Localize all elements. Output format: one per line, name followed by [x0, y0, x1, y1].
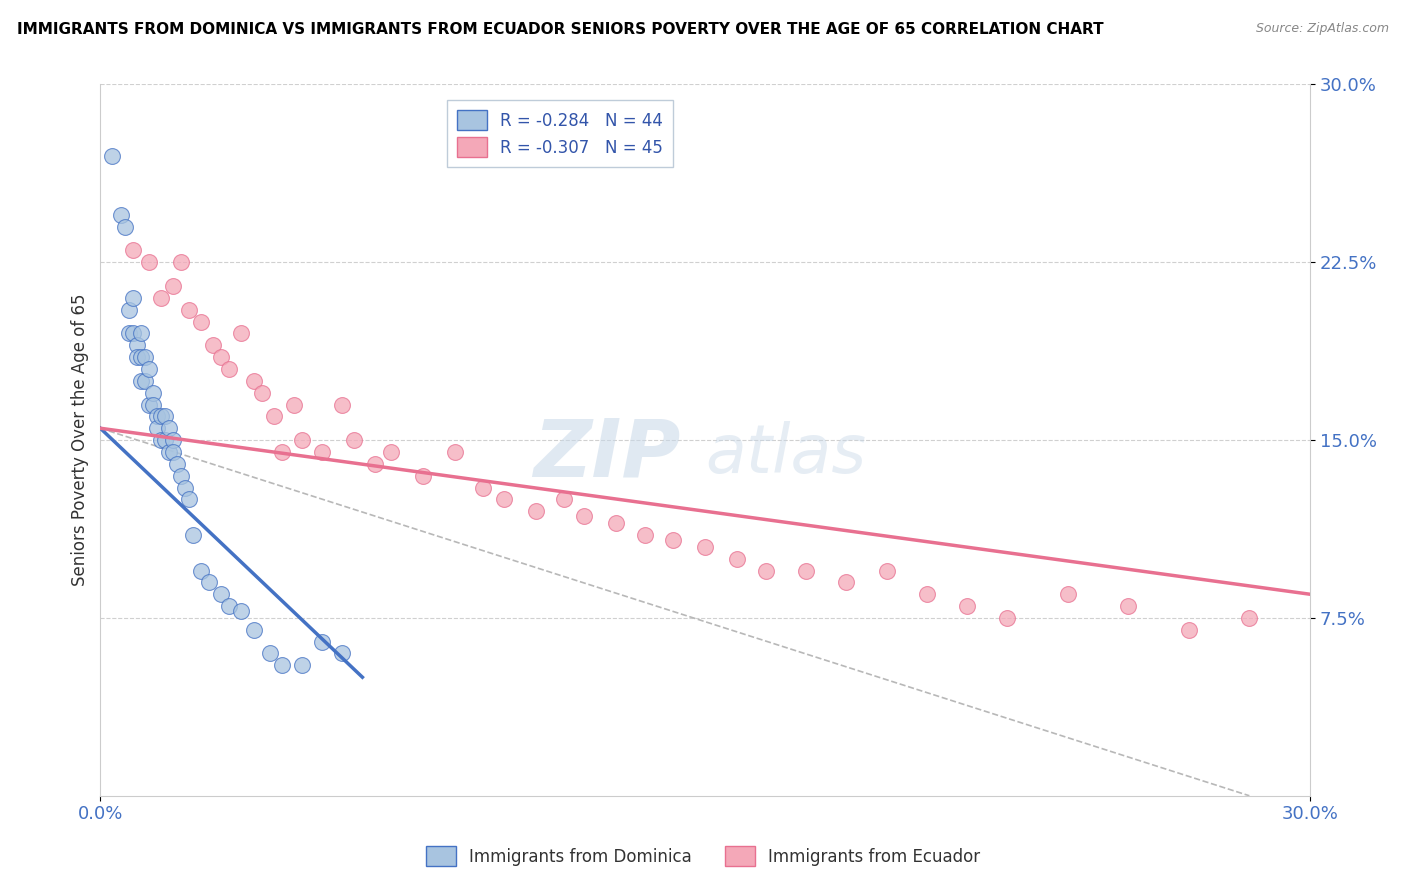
Point: [101, 148, 124, 162]
Point: [162, 433, 184, 447]
Point: [157, 421, 180, 435]
Point: [190, 314, 212, 328]
Point: [291, 433, 314, 447]
Legend: R = -0.284   N = 44, R = -0.307   N = 45: R = -0.284 N = 44, R = -0.307 N = 45: [447, 100, 673, 167]
Point: [997, 611, 1019, 625]
Point: [693, 540, 716, 554]
Point: [138, 255, 160, 269]
Point: [1057, 587, 1080, 601]
Point: [311, 445, 333, 459]
Point: [153, 433, 176, 447]
Point: [121, 291, 143, 305]
Point: [209, 587, 232, 601]
Point: [149, 291, 172, 305]
Point: [633, 528, 655, 542]
Point: [114, 219, 136, 234]
Point: [270, 658, 292, 673]
Text: ZIP: ZIP: [533, 416, 681, 493]
Point: [311, 634, 333, 648]
Point: [1239, 611, 1261, 625]
Point: [915, 587, 938, 601]
Point: [138, 398, 160, 412]
Point: [190, 564, 212, 578]
Point: [250, 385, 273, 400]
Point: [166, 457, 188, 471]
Point: [472, 481, 495, 495]
Point: [153, 409, 176, 424]
Point: [725, 551, 748, 566]
Point: [149, 409, 172, 424]
Point: [662, 533, 685, 547]
Point: [263, 409, 285, 424]
Point: [138, 362, 160, 376]
Point: [553, 492, 575, 507]
Point: [117, 302, 139, 317]
Point: [121, 326, 143, 341]
Point: [110, 208, 132, 222]
Point: [231, 604, 253, 618]
Point: [605, 516, 627, 530]
Point: [524, 504, 547, 518]
Point: [146, 409, 169, 424]
Point: [259, 647, 281, 661]
Point: [198, 575, 221, 590]
Point: [572, 508, 595, 523]
Point: [129, 350, 152, 364]
Point: [363, 457, 385, 471]
Point: [125, 338, 148, 352]
Point: [134, 350, 156, 364]
Point: [242, 374, 264, 388]
Text: atlas: atlas: [704, 421, 866, 487]
Point: [146, 421, 169, 435]
Point: [121, 244, 143, 258]
Point: [177, 302, 200, 317]
Point: [134, 374, 156, 388]
Point: [291, 658, 314, 673]
Point: [876, 564, 898, 578]
Point: [202, 338, 225, 352]
Point: [117, 326, 139, 341]
Point: [1118, 599, 1140, 613]
Point: [835, 575, 858, 590]
Point: [170, 468, 193, 483]
Point: [218, 599, 240, 613]
Point: [283, 398, 305, 412]
Point: [125, 350, 148, 364]
Point: [412, 468, 434, 483]
Text: IMMIGRANTS FROM DOMINICA VS IMMIGRANTS FROM ECUADOR SENIORS POVERTY OVER THE AGE: IMMIGRANTS FROM DOMINICA VS IMMIGRANTS F…: [17, 22, 1104, 37]
Point: [794, 564, 817, 578]
Point: [330, 647, 353, 661]
Point: [174, 481, 197, 495]
Point: [170, 255, 193, 269]
Point: [1178, 623, 1201, 637]
Point: [142, 385, 165, 400]
Point: [231, 326, 253, 341]
Legend: Immigrants from Dominica, Immigrants from Ecuador: Immigrants from Dominica, Immigrants fro…: [418, 838, 988, 875]
Point: [177, 492, 200, 507]
Y-axis label: Seniors Poverty Over the Age of 65: Seniors Poverty Over the Age of 65: [72, 293, 89, 586]
Point: [956, 599, 979, 613]
Point: [129, 326, 152, 341]
Text: Source: ZipAtlas.com: Source: ZipAtlas.com: [1256, 22, 1389, 36]
Point: [343, 433, 366, 447]
Point: [444, 445, 467, 459]
Point: [142, 398, 165, 412]
Point: [162, 445, 184, 459]
Point: [270, 445, 292, 459]
Point: [218, 362, 240, 376]
Point: [181, 528, 204, 542]
Point: [129, 374, 152, 388]
Point: [209, 350, 232, 364]
Point: [755, 564, 778, 578]
Point: [149, 433, 172, 447]
Point: [330, 398, 353, 412]
Point: [380, 445, 402, 459]
Point: [242, 623, 264, 637]
Point: [492, 492, 515, 507]
Point: [162, 279, 184, 293]
Point: [157, 445, 180, 459]
